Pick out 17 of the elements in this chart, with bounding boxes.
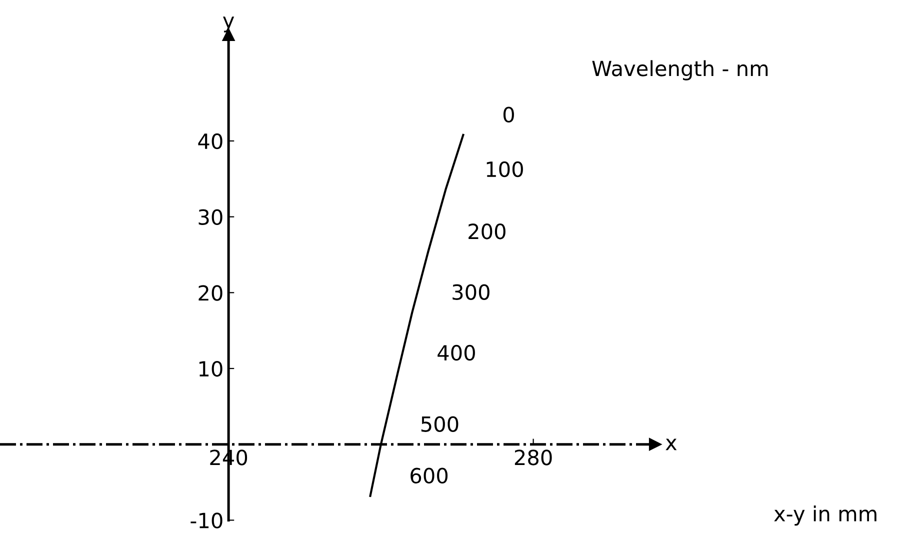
annotation: 600 [410,468,448,484]
y-tick-label: 10 [199,360,222,377]
y-tick-label: -10 [190,512,222,528]
annotation: 500 [421,416,458,432]
y-tick-label: 30 [198,209,222,226]
annotation: 200 [468,224,506,240]
annotation: Wavelength - nm [592,60,768,80]
annotation: 100 [486,161,523,178]
y-axis-title: y [223,16,234,32]
text: x-y in mm [774,505,876,526]
x-axis-title: x [666,438,677,450]
annotation: 300 [452,284,490,300]
y-tick-label: 20 [198,285,222,301]
annotation: 0 [503,106,514,123]
annotation: 400 [438,344,475,361]
y-tick-label: 40 [198,133,222,150]
x-tick-label: 280 [514,450,552,466]
